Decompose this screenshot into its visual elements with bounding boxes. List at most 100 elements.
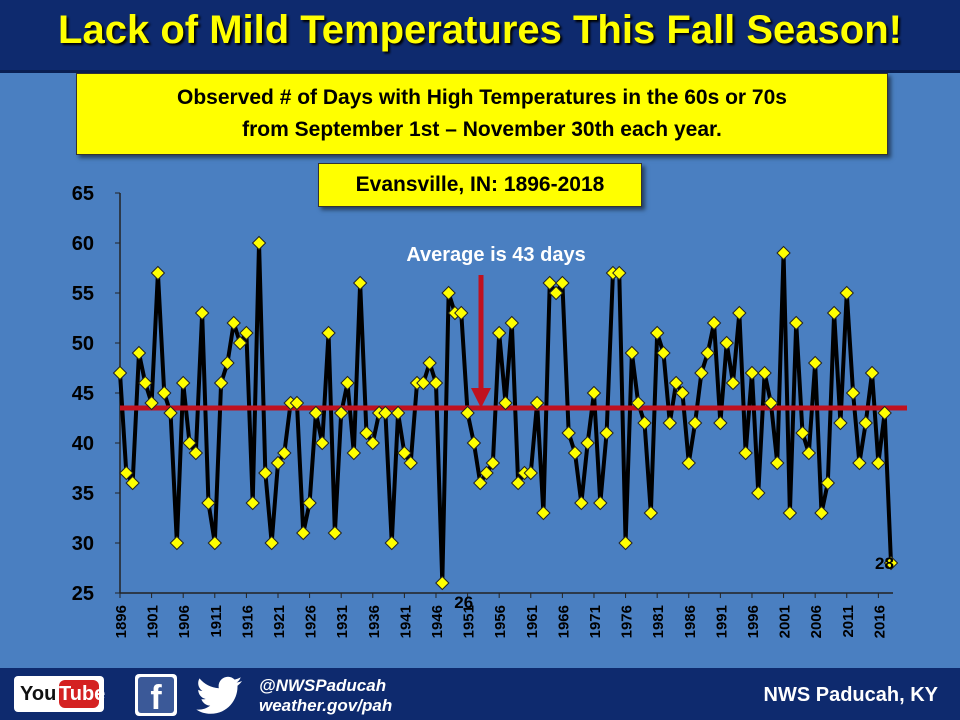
youtube-icon[interactable]: You Tube	[14, 676, 105, 712]
data-point	[820, 475, 836, 491]
data-point	[454, 305, 469, 321]
data-point	[555, 275, 570, 291]
data-point	[586, 385, 602, 401]
x-tick-label: 1956	[492, 605, 509, 638]
x-tick-label: 1986	[682, 605, 699, 638]
data-point	[226, 315, 241, 331]
data-point	[567, 445, 583, 461]
line-chart: 25 30 35 40 45 50 55 60 65 1896 1901 1906 1911 1916 19…	[72, 183, 907, 638]
data-point	[321, 325, 336, 341]
data-point	[656, 345, 671, 361]
data-point	[858, 415, 873, 431]
data-point	[631, 395, 646, 411]
average-arrow-head	[471, 388, 491, 408]
y-tick-label: 35	[72, 483, 94, 505]
data-point	[782, 505, 798, 521]
data-point	[807, 355, 823, 371]
data-point	[289, 395, 305, 411]
youtube-logo-tube: Tube	[59, 680, 105, 708]
data-point	[504, 315, 520, 331]
facebook-glyph: f	[138, 677, 174, 717]
data-point	[150, 265, 166, 281]
twitter-icon[interactable]	[196, 676, 244, 714]
data-point	[397, 445, 412, 461]
data-point	[713, 415, 728, 431]
data-point	[302, 495, 317, 511]
data-point	[725, 375, 741, 391]
data-point	[163, 405, 178, 421]
location-label: Evansville, IN: 1896-2018	[355, 173, 605, 196]
x-tick-label: 2011	[840, 605, 857, 638]
point-annotation: 28	[875, 554, 894, 573]
youtube-logo-text: You	[20, 683, 57, 705]
data-point	[788, 315, 804, 331]
y-tick-label: 25	[72, 583, 94, 605]
x-tick-label: 1966	[555, 605, 572, 638]
data-point	[662, 415, 678, 431]
y-tick-label: 65	[72, 183, 94, 205]
data-point	[883, 555, 899, 571]
data-point	[264, 535, 279, 551]
data-point	[384, 535, 399, 551]
social-handle: @NWSPaducah weather.gov/pah	[259, 676, 392, 716]
data-point	[580, 435, 595, 451]
x-tick-label: 1946	[429, 605, 446, 638]
x-tick-label: 1906	[176, 605, 193, 638]
x-tick-label: 1991	[713, 605, 730, 638]
data-point	[119, 465, 134, 481]
y-tick-label: 40	[72, 433, 94, 455]
data-point	[687, 415, 703, 431]
data-point	[188, 445, 204, 461]
data-point	[845, 385, 861, 401]
data-point	[548, 285, 564, 301]
average-label: Average is 43 days	[406, 244, 585, 266]
data-point	[144, 395, 159, 411]
data-point	[523, 465, 538, 481]
data-point	[435, 575, 450, 591]
website-link[interactable]: weather.gov/pah	[259, 696, 393, 715]
x-tick-label: 1971	[587, 605, 604, 638]
subtitle-line-1: Observed # of Days with High Temperature…	[177, 86, 787, 109]
x-tick-label: 1901	[145, 605, 162, 638]
data-point	[194, 305, 210, 321]
page-title: Lack of Mild Temperatures This Fall Seas…	[58, 8, 902, 52]
data-point	[258, 465, 273, 481]
location-box: Evansville, IN: 1896-2018	[318, 163, 642, 207]
data-point	[529, 395, 545, 411]
data-point	[125, 475, 140, 491]
data-point	[422, 355, 437, 371]
data-point	[352, 275, 368, 291]
data-point	[700, 345, 715, 361]
data-point	[694, 365, 709, 381]
data-point	[618, 535, 633, 551]
data-point	[826, 305, 842, 321]
subtitle-line-2: from September 1st – November 30th each …	[242, 118, 722, 141]
series-line	[118, 241, 893, 585]
data-point	[871, 455, 886, 471]
twitter-handle[interactable]: @NWSPaducah	[259, 676, 387, 695]
x-tick-label: 1931	[334, 605, 351, 638]
data-point	[637, 415, 652, 431]
data-point	[542, 275, 557, 291]
data-point	[574, 495, 589, 511]
data-point	[675, 385, 690, 401]
x-tick-label: 1916	[239, 605, 256, 638]
data-point	[138, 375, 153, 391]
data-point	[340, 375, 355, 391]
y-tick-label: 30	[72, 533, 94, 555]
data-point	[757, 365, 772, 381]
data-point	[296, 525, 311, 541]
data-point	[277, 445, 292, 461]
data-point	[473, 475, 488, 491]
y-tick-label: 45	[72, 383, 94, 405]
facebook-icon[interactable]: f	[135, 674, 177, 717]
data-point	[182, 435, 197, 451]
data-point	[770, 455, 785, 471]
x-tick-label: 1921	[271, 605, 288, 638]
x-tick-label: 1911	[208, 605, 225, 638]
office-label: NWS Paducah, KY	[763, 684, 938, 706]
data-point	[346, 445, 362, 461]
data-point	[751, 485, 766, 501]
data-point	[864, 365, 880, 381]
data-point	[744, 365, 760, 381]
